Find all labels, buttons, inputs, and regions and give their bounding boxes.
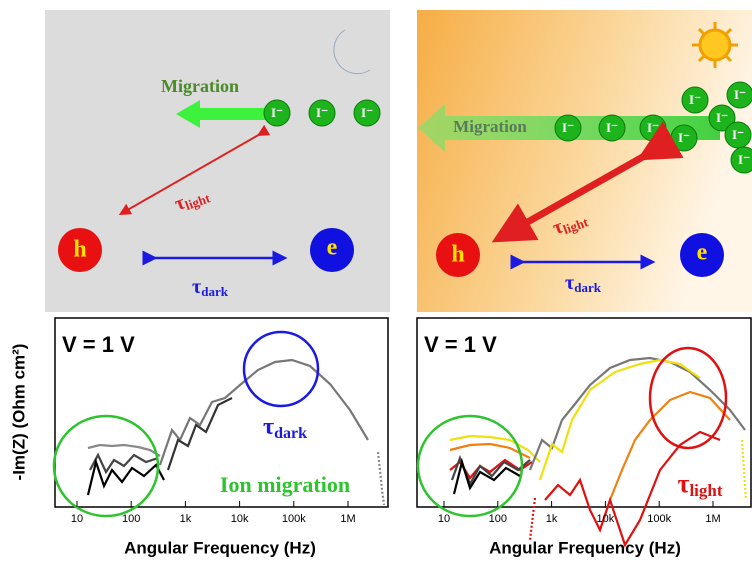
moon [333, 29, 371, 75]
x-axis-label: Angular Frequency (Hz) [489, 538, 681, 557]
x-tick-label: 1k [546, 513, 558, 525]
tau-dark-annotation: τdark [263, 414, 307, 442]
dark-panel: Migration I⁻ I⁻ I⁻ τlight h e τdark [45, 10, 390, 312]
electron-label: e [327, 235, 338, 261]
ions: I⁻ I⁻ I⁻ [263, 99, 381, 127]
x-tick-label: 1M [705, 513, 720, 525]
y-axis-label: -Im(Z) (Ohm cm²) [9, 344, 28, 481]
light-plot: V = 1 V τlight 10 100 1k 10k 100k 1M Angular … [416, 317, 752, 557]
tau-dark-label: τdark [192, 276, 229, 299]
tau-dark-label: τdark [565, 272, 602, 295]
ion-label: I⁻ [732, 127, 744, 142]
ion-circle [416, 414, 524, 518]
ion-label: I⁻ [271, 105, 283, 120]
x-tick-label: 100 [122, 513, 140, 525]
ion-migration-label: Ion migration [220, 472, 350, 497]
x-tick-label: 10 [71, 513, 83, 525]
hole [436, 233, 480, 277]
electron [310, 228, 354, 272]
x-ticks: 10 100 1k 10k 100k 1M [438, 501, 721, 525]
ion-label: I⁻ [678, 130, 690, 145]
tau-light-arrow [491, 121, 684, 243]
curves [86, 358, 386, 506]
sun [692, 22, 738, 68]
x-tick-label: 10k [231, 513, 249, 525]
hole [58, 228, 102, 272]
x-ticks: 10 100 1k 10k 100k 1M [71, 501, 356, 525]
ion-label: I⁻ [606, 120, 618, 135]
ion-label: I⁻ [689, 92, 701, 107]
hole-label: h [451, 242, 464, 268]
ion-label: I⁻ [647, 120, 659, 135]
hole-label: h [73, 237, 86, 263]
electron [680, 233, 724, 277]
ion-label: I⁻ [361, 105, 373, 120]
x-axis-label: Angular Frequency (Hz) [124, 538, 316, 557]
ion-label: I⁻ [562, 120, 574, 135]
migration-label: Migration [453, 117, 527, 136]
dark-plot: V = 1 V τdark Ion migration 10 100 1k 10k 10… [52, 317, 389, 557]
migration-label: Migration [161, 76, 239, 96]
x-tick-label: 100 [489, 513, 507, 525]
x-tick-label: 100k [282, 513, 306, 525]
ion-circle [52, 414, 160, 518]
ion-label: I⁻ [716, 110, 728, 125]
x-tick-label: 1k [180, 513, 192, 525]
x-tick-label: 1M [340, 513, 355, 525]
ion-label: I⁻ [738, 152, 750, 167]
light-panel: Migration I⁻ I⁻ I⁻ I⁻ I⁻ I⁻ I⁻ I⁻ I⁻ τli… [417, 10, 752, 312]
tau-light-arrow [118, 124, 271, 215]
tau-light-circle [648, 346, 728, 450]
ion-label: I⁻ [316, 105, 328, 120]
electron-label: e [697, 240, 708, 266]
migration-arrow [176, 100, 270, 128]
ion-label: I⁻ [734, 87, 746, 102]
tau-dark-circle [242, 330, 320, 408]
voltage-label: V = 1 V [424, 332, 497, 357]
curves [449, 356, 748, 548]
x-tick-label: 10 [438, 513, 450, 525]
x-tick-label: 100k [647, 513, 671, 525]
x-tick-label: 10k [597, 513, 615, 525]
voltage-label: V = 1 V [62, 332, 135, 357]
plot-frame [54, 317, 389, 508]
tau-light-annotation: τlight [677, 469, 722, 500]
